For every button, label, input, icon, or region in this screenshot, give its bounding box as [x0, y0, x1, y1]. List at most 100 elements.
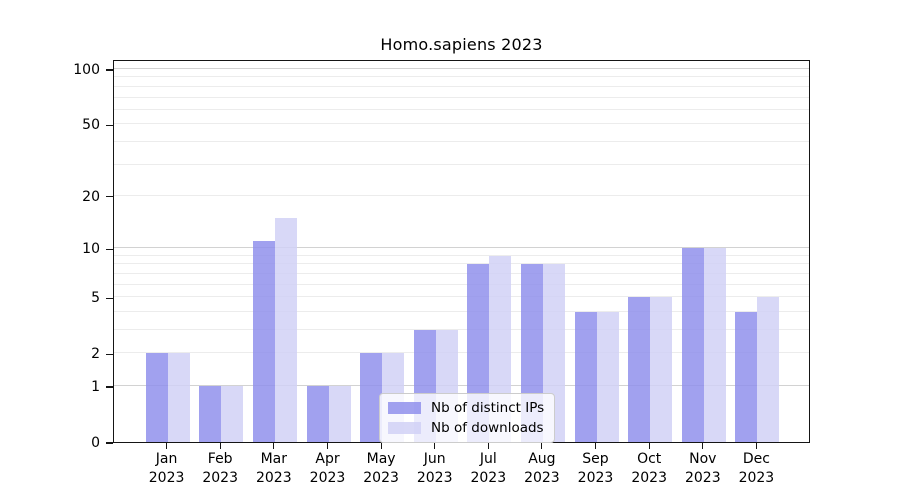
y-tick-label: 5: [91, 290, 100, 307]
x-tick-year: 2023: [148, 470, 185, 486]
bar-downloads: [221, 386, 244, 442]
x-tick-label: Dec 2023: [724, 450, 788, 488]
x-tick-month: Jun: [423, 451, 446, 467]
y-tick-label: 50: [82, 117, 100, 134]
x-tick-year: 2023: [738, 470, 775, 486]
bar-distinct-ips: [306, 386, 329, 442]
x-tick-mark: [755, 443, 757, 449]
y-tick-mark: [106, 297, 113, 299]
x-tick-mark: [594, 443, 597, 449]
x-tick-label: Aug 2023: [510, 450, 574, 488]
bar-group: [681, 248, 726, 442]
gridline-minor: [114, 96, 809, 98]
x-tick-mark: [273, 443, 275, 449]
x-tick-month: Oct: [637, 451, 662, 467]
x-tick-month: Nov: [689, 451, 717, 467]
x-tick-label: Jan 2023: [135, 450, 199, 488]
x-tick-month: May: [366, 451, 396, 467]
x-tick-year: 2023: [577, 470, 614, 486]
x-tick-label: Nov 2023: [671, 450, 735, 488]
x-tick-month: Jul: [479, 451, 497, 467]
x-tick-mark: [702, 443, 704, 449]
x-tick-year: 2023: [309, 470, 346, 486]
x-tick-month: Feb: [207, 451, 233, 467]
gridline-minor: [114, 283, 809, 285]
x-tick-month: Jan: [155, 451, 178, 467]
x-tick-year: 2023: [416, 470, 453, 486]
gridline-major: [114, 68, 809, 69]
gridline-minor: [114, 163, 809, 165]
x-tick-label: Apr 2023: [296, 450, 360, 488]
bar-group: [574, 311, 619, 442]
x-tick-label: Mar 2023: [242, 450, 306, 488]
x-tick-month: Aug: [528, 451, 556, 467]
x-tick-mark: [541, 443, 543, 449]
x-tick-mark: [166, 443, 168, 449]
x-tick-mark: [326, 443, 329, 449]
bar-distinct-ips: [735, 311, 758, 442]
bar-downloads: [757, 297, 780, 442]
y-tick-label: 100: [73, 62, 100, 78]
x-tick-label: Oct 2023: [617, 450, 681, 488]
x-tick-month: Sep: [582, 451, 609, 467]
y-tick-label: 20: [82, 188, 100, 205]
gridline-minor: [114, 108, 809, 110]
x-tick-label: Feb 2023: [188, 450, 252, 488]
x-tick-label: Sep 2023: [564, 450, 628, 488]
bar-group: [628, 297, 673, 442]
y-tick-label: 0: [91, 435, 100, 451]
bar-distinct-ips: [681, 248, 704, 442]
chart-title: Homo.sapiens 2023: [380, 35, 543, 54]
y-tick-label: 10: [82, 241, 100, 258]
bar-distinct-ips: [360, 353, 383, 442]
x-tick-month: Mar: [260, 451, 287, 467]
bar-downloads: [167, 353, 190, 442]
gridline-minor: [114, 310, 809, 312]
legend-label: Nb of distinct IPs: [431, 399, 545, 416]
x-tick-mark: [380, 443, 382, 449]
legend-item: Nb of downloads: [388, 419, 544, 436]
gridline-minor: [114, 329, 809, 330]
x-tick-month: Apr: [315, 451, 340, 467]
bar-distinct-ips: [628, 297, 651, 442]
y-tick-mark: [106, 353, 113, 355]
x-tick-year: 2023: [631, 470, 667, 486]
bar-downloads: [650, 297, 673, 442]
gridline-minor: [114, 263, 809, 265]
bar-distinct-ips: [199, 386, 222, 442]
bar-downloads: [274, 217, 297, 442]
x-tick-mark: [648, 443, 650, 449]
gridline-minor: [114, 352, 809, 354]
gridline-minor: [114, 85, 809, 87]
plot-area: Nb of distinct IPs Nb of downloads: [113, 60, 810, 443]
x-tick-year: 2023: [202, 470, 238, 486]
gridline-minor: [114, 194, 809, 196]
x-tick-year: 2023: [524, 470, 560, 486]
bar-downloads: [703, 248, 726, 442]
bar-group: [306, 386, 351, 442]
bar-group: [199, 386, 244, 442]
gridline-minor: [114, 254, 809, 256]
gridline-minor: [114, 140, 809, 142]
bar-distinct-ips: [145, 353, 168, 442]
bar-distinct-ips: [252, 241, 275, 442]
gridline-minor: [114, 76, 809, 78]
x-tick-mark: [487, 443, 489, 449]
x-tick-label: May 2023: [349, 450, 413, 488]
y-tick-label: 2: [91, 346, 100, 363]
x-tick-year: 2023: [684, 470, 721, 486]
x-tick-year: 2023: [363, 470, 399, 486]
x-tick-month: Dec: [742, 451, 770, 467]
y-tick-mark: [106, 124, 113, 126]
legend-swatch: [388, 401, 421, 414]
y-tick-mark: [106, 442, 113, 444]
legend-swatch: [388, 421, 421, 434]
gridline-minor: [114, 272, 809, 274]
y-tick-mark: [106, 196, 113, 198]
gridline-minor: [114, 123, 809, 125]
gridline-minor: [114, 296, 809, 298]
y-tick-label: 1: [91, 379, 100, 395]
x-tick-mark: [434, 443, 436, 449]
gridline-major: [114, 247, 809, 249]
